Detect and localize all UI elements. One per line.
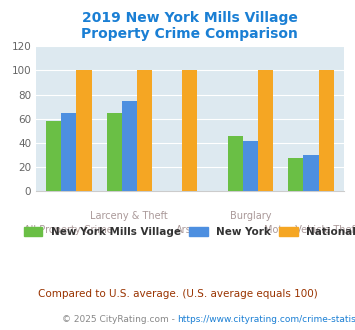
Text: Motor Vehicle Theft: Motor Vehicle Theft — [264, 225, 355, 235]
Text: All Property Crime: All Property Crime — [24, 225, 113, 235]
Legend: New York Mills Village, New York, National: New York Mills Village, New York, Nation… — [23, 227, 355, 237]
Bar — [288, 157, 304, 191]
Text: Compared to U.S. average. (U.S. average equals 100): Compared to U.S. average. (U.S. average … — [38, 289, 317, 299]
Bar — [319, 70, 334, 191]
Bar — [258, 70, 273, 191]
Text: https://www.cityrating.com/crime-statistics/: https://www.cityrating.com/crime-statist… — [178, 315, 355, 324]
Text: Burglary: Burglary — [230, 211, 271, 221]
Title: 2019 New York Mills Village
Property Crime Comparison: 2019 New York Mills Village Property Cri… — [82, 11, 298, 41]
Bar — [137, 70, 152, 191]
Bar — [61, 113, 76, 191]
Text: © 2025 CityRating.com -: © 2025 CityRating.com - — [62, 315, 178, 324]
Bar — [106, 113, 122, 191]
Text: Larceny & Theft: Larceny & Theft — [91, 211, 168, 221]
Bar — [122, 101, 137, 191]
Bar — [76, 70, 92, 191]
Bar — [46, 121, 61, 191]
Bar — [182, 70, 197, 191]
Bar — [243, 141, 258, 191]
Bar — [304, 155, 319, 191]
Bar — [228, 136, 243, 191]
Text: Arson: Arson — [176, 225, 204, 235]
